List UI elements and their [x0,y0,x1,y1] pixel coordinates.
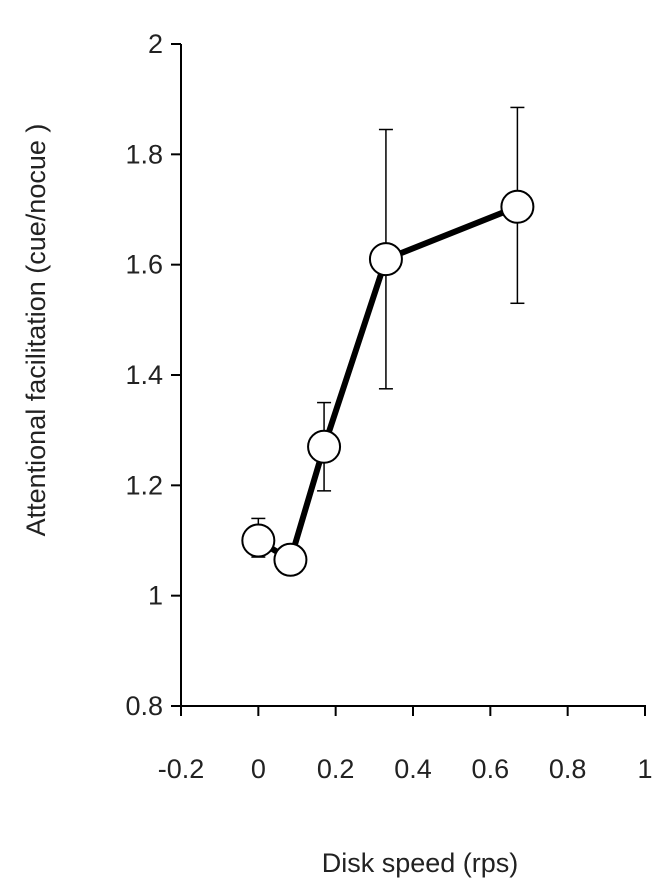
y-tick-label: 1 [148,581,163,611]
data-point [273,542,308,577]
data-point [307,429,342,464]
data-point [241,523,276,558]
y-axis-label: Attentional facilitation (cue/nocue ) [21,124,51,537]
x-axis-label: Disk speed (rps) [322,848,519,878]
y-tick-label: 1.4 [125,360,163,390]
x-tick-label: 0.6 [472,754,510,784]
data-point [368,242,403,277]
y-tick-label: 1.2 [125,470,163,500]
x-tick-label: -0.2 [158,754,205,784]
error-bars [251,106,525,558]
y-tick-label: 1.6 [125,250,163,280]
data-markers [241,189,535,577]
x-axis-ticks: -0.2 0 0.2 0.4 0.6 0.8 1 [158,706,653,784]
x-tick-label: 0.8 [549,754,587,784]
axes [180,44,646,707]
y-axis-ticks: 0.8 1 1.2 1.4 1.6 1.8 2 [125,29,181,721]
x-tick-label: 0.2 [317,754,355,784]
x-tick-label: 0 [251,754,266,784]
data-point [500,189,535,224]
x-tick-label: 0.4 [394,754,432,784]
y-tick-label: 2 [148,29,163,59]
y-tick-label: 1.8 [125,139,163,169]
x-tick-label: 1 [637,754,652,784]
y-tick-label: 0.8 [125,691,163,721]
